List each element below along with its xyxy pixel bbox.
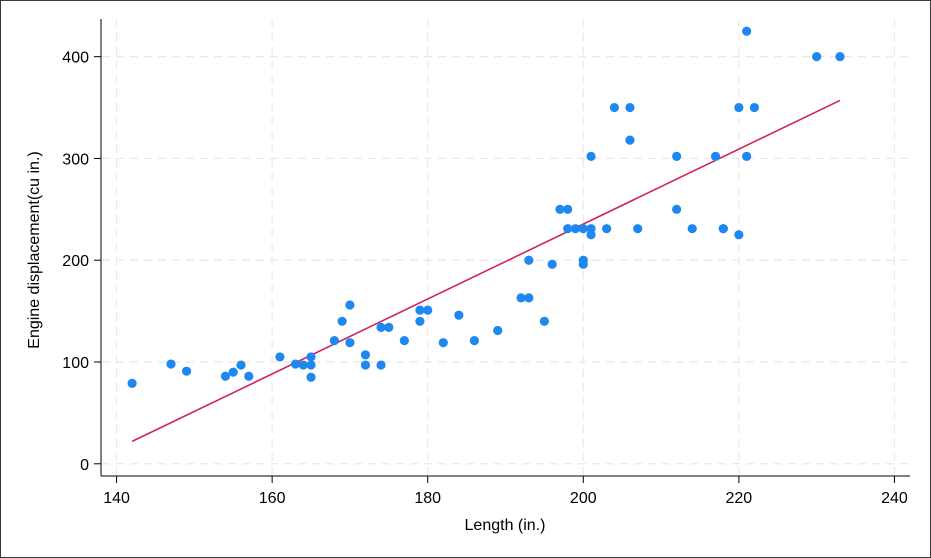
y-tick-label: 100 <box>62 355 89 372</box>
data-point <box>345 300 355 310</box>
points-layer <box>127 26 845 388</box>
data-point <box>734 230 744 240</box>
data-point <box>337 316 347 326</box>
data-point <box>524 293 534 303</box>
data-point <box>539 316 549 326</box>
y-tick-label: 0 <box>80 457 89 474</box>
data-point <box>329 336 339 346</box>
data-point <box>384 322 394 332</box>
y-tick-label: 300 <box>62 151 89 168</box>
data-point <box>609 102 620 113</box>
data-point <box>710 151 721 162</box>
data-point <box>493 325 503 336</box>
data-point <box>306 372 316 382</box>
data-point <box>749 102 760 113</box>
x-tick-label: 240 <box>881 490 908 507</box>
data-point <box>376 322 386 332</box>
data-point <box>586 151 596 162</box>
data-point <box>547 259 557 269</box>
data-point <box>415 316 425 326</box>
data-point <box>345 338 355 348</box>
x-tick-label: 200 <box>570 490 597 507</box>
data-point <box>672 204 682 214</box>
data-point <box>734 102 744 113</box>
data-point <box>454 310 464 320</box>
data-point <box>563 204 573 214</box>
grid-layer <box>102 19 910 475</box>
data-point <box>742 26 752 36</box>
data-point <box>586 230 596 240</box>
x-tick-label: 180 <box>414 490 441 507</box>
data-point <box>438 338 448 348</box>
data-point <box>181 366 192 376</box>
data-point <box>672 151 682 162</box>
data-point <box>563 224 573 234</box>
data-point <box>306 352 316 362</box>
data-point <box>290 359 301 369</box>
data-point <box>275 352 285 362</box>
axes-layer: 140 160 180 200 220 240 0 100 200 300 400 <box>62 19 910 507</box>
data-point <box>376 360 386 370</box>
data-point <box>166 359 176 369</box>
y-axis-title: Engine displacement(cu in.) <box>26 151 43 348</box>
fit-line <box>131 99 841 443</box>
data-point <box>399 336 409 346</box>
data-point <box>742 151 752 162</box>
x-tick-label: 220 <box>726 490 753 507</box>
data-point <box>633 224 643 234</box>
x-axis-title: Length (in.) <box>465 517 546 534</box>
data-point <box>415 305 425 315</box>
data-point <box>127 378 137 388</box>
data-point <box>555 204 565 214</box>
data-point <box>220 371 231 381</box>
data-point <box>602 224 612 234</box>
y-tick-label: 200 <box>62 253 89 270</box>
data-point <box>306 360 316 370</box>
data-point <box>298 360 308 370</box>
data-point <box>244 371 254 381</box>
data-point <box>835 52 845 62</box>
fit-line-layer <box>131 99 841 443</box>
data-point <box>570 224 581 234</box>
data-point <box>236 360 246 370</box>
data-point <box>812 52 822 62</box>
data-point <box>516 293 526 303</box>
x-tick-label: 160 <box>259 490 286 507</box>
y-tick-label: 400 <box>62 50 89 67</box>
data-point <box>687 224 697 234</box>
data-point <box>360 350 371 360</box>
data-point <box>578 259 588 269</box>
data-point <box>469 336 479 346</box>
data-point <box>360 360 371 370</box>
data-point <box>718 224 728 234</box>
x-tick-label: 140 <box>103 490 130 507</box>
data-point <box>578 224 588 234</box>
data-point <box>625 135 635 145</box>
data-point <box>625 102 635 113</box>
data-point <box>228 367 238 377</box>
data-point <box>423 305 433 315</box>
data-point <box>524 255 534 265</box>
